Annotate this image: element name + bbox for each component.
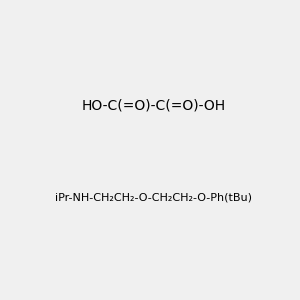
Text: iPr-NH-CH₂CH₂-O-CH₂CH₂-O-Ph(tBu): iPr-NH-CH₂CH₂-O-CH₂CH₂-O-Ph(tBu)	[55, 193, 252, 203]
Text: HO-C(=O)-C(=O)-OH: HO-C(=O)-C(=O)-OH	[82, 98, 226, 112]
